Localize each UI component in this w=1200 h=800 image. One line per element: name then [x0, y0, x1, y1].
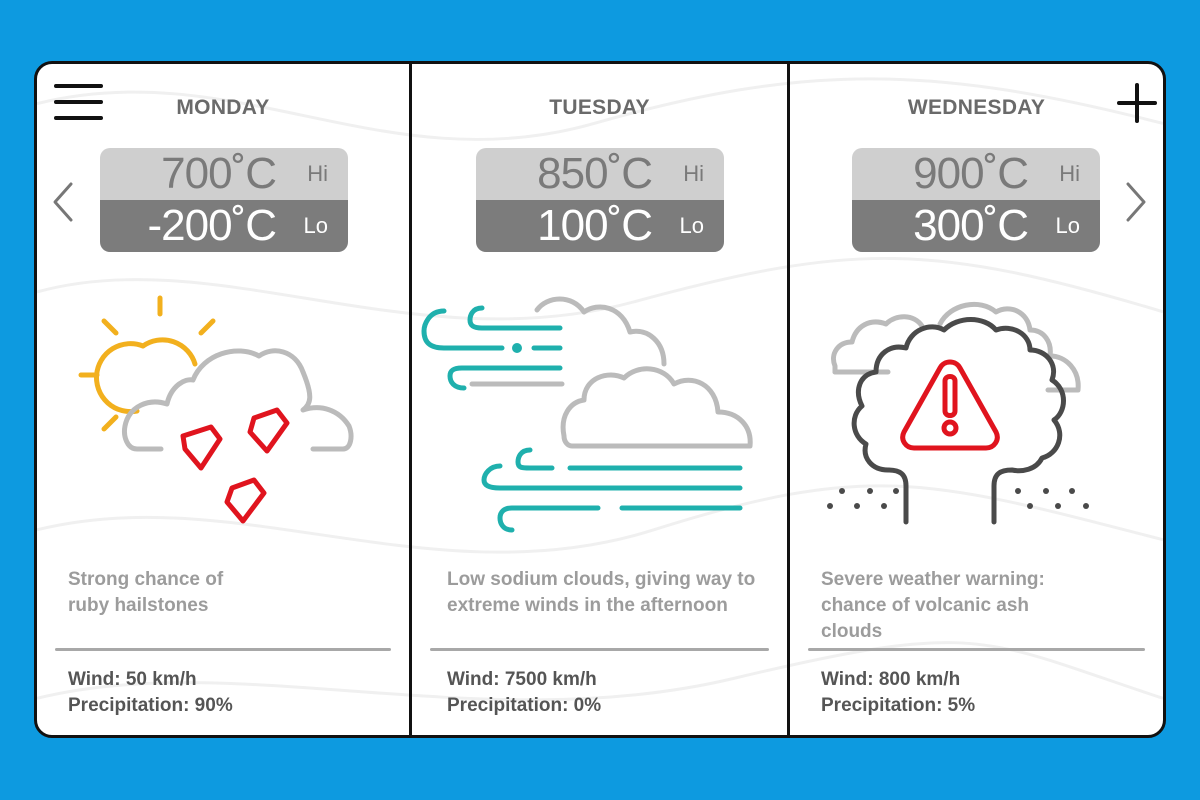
chevron-right-icon[interactable] — [1124, 180, 1148, 224]
precipitation: Precipitation: 0% — [447, 695, 602, 716]
forecast-description: Low sodium clouds, giving way to extreme… — [447, 569, 756, 616]
day-panel-wednesday: WEDNESDAY 900˚C Hi 300˚C Lo — [790, 64, 1163, 735]
plus-icon[interactable] — [1116, 82, 1158, 124]
low-label: Lo — [1055, 213, 1080, 238]
temperature-box: 700˚C Hi -200˚C Lo — [100, 148, 348, 252]
high-label: Hi — [1059, 161, 1080, 186]
low-label: Lo — [303, 213, 328, 238]
forecast-description: Strong chance of ruby hailstones — [68, 569, 224, 616]
low-temp: 300˚C — [913, 201, 1029, 250]
day-title: TUESDAY — [549, 96, 650, 119]
day-panel-monday: MONDAY 700˚C Hi -200˚C Lo — [37, 64, 412, 735]
day-panel-tuesday: TUESDAY 850˚C Hi 100˚C Lo — [412, 64, 790, 735]
low-temp: 100˚C — [537, 201, 653, 250]
high-label: Hi — [683, 161, 704, 186]
temperature-box: 900˚C Hi 300˚C Lo — [852, 148, 1100, 252]
day-title: MONDAY — [176, 96, 270, 119]
forecast-stats: Wind: 7500 km/h Precipitation: 0% — [447, 667, 601, 719]
high-label: Hi — [307, 161, 328, 186]
forecast-description: Severe weather warning: chance of volcan… — [821, 569, 1045, 642]
precipitation: Precipitation: 90% — [68, 695, 233, 716]
wind-speed: Wind: 800 km/h — [821, 669, 961, 690]
high-temp-row: 700˚C Hi — [100, 148, 348, 200]
divider — [808, 648, 1145, 651]
low-temp-row: 300˚C Lo — [852, 200, 1100, 252]
wind-speed: Wind: 7500 km/h — [447, 669, 597, 690]
divider — [55, 648, 391, 651]
wind-clouds-icon — [412, 286, 787, 536]
low-temp-row: -200˚C Lo — [100, 200, 348, 252]
wind-speed: Wind: 50 km/h — [68, 669, 197, 690]
high-temp: 900˚C — [913, 149, 1029, 198]
weather-app-window: MONDAY 700˚C Hi -200˚C Lo — [34, 61, 1166, 738]
high-temp: 850˚C — [537, 149, 653, 198]
low-label: Lo — [679, 213, 704, 238]
temperature-box: 850˚C Hi 100˚C Lo — [476, 148, 724, 252]
precipitation: Precipitation: 5% — [821, 695, 976, 716]
forecast-stats: Wind: 800 km/h Precipitation: 5% — [821, 667, 975, 719]
high-temp: 700˚C — [161, 149, 277, 198]
low-temp: -200˚C — [147, 201, 277, 250]
forecast-stats: Wind: 50 km/h Precipitation: 90% — [68, 667, 233, 719]
chevron-left-icon[interactable] — [51, 180, 75, 224]
high-temp-row: 850˚C Hi — [476, 148, 724, 200]
divider — [430, 648, 769, 651]
volcanic-ash-warning-icon — [790, 286, 1163, 536]
day-title: WEDNESDAY — [907, 96, 1046, 119]
sun-cloud-ruby-hail-icon — [37, 286, 409, 536]
low-temp-row: 100˚C Lo — [476, 200, 724, 252]
hamburger-menu-icon[interactable] — [53, 82, 105, 122]
high-temp-row: 900˚C Hi — [852, 148, 1100, 200]
